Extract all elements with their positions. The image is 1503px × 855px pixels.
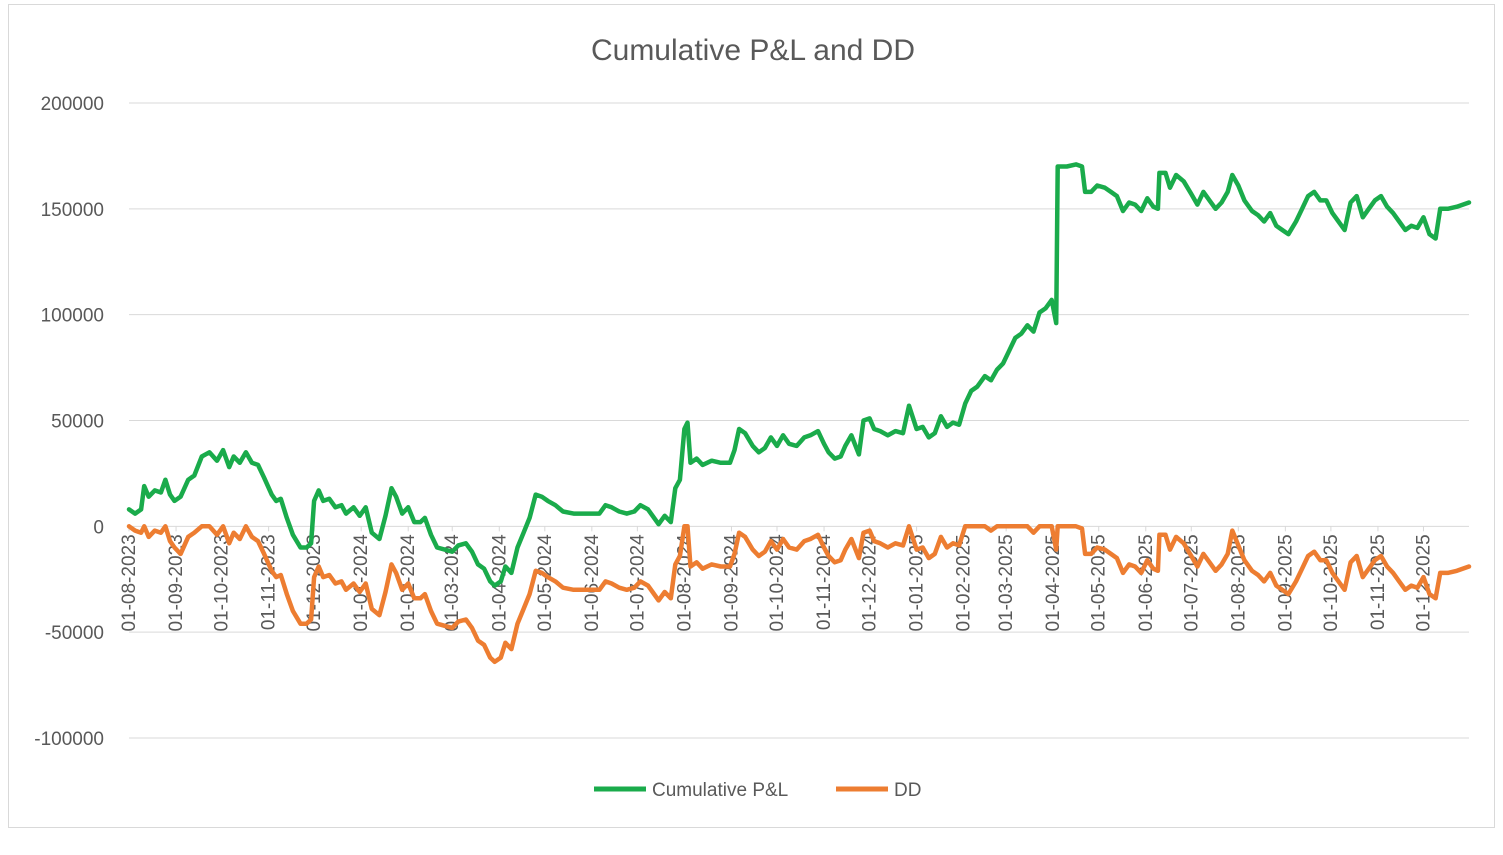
x-tick-label: 01-02-2025 xyxy=(954,534,975,631)
x-tick-label: 01-07-2025 xyxy=(1181,534,1202,631)
y-tick-label: 150000 xyxy=(41,200,104,221)
chart-canvas: Cumulative P&L and DD 200000 150000 100000… xyxy=(34,34,1472,801)
series-line-dd xyxy=(126,524,1472,665)
x-tick-label: 01-09-2024 xyxy=(721,534,742,632)
x-tick-label: 01-03-2024 xyxy=(442,534,463,632)
x-tick-label: 01-06-2025 xyxy=(1136,534,1157,631)
y-tick-label: 200000 xyxy=(41,94,104,115)
grid-lines xyxy=(129,102,1469,739)
legend-item-cumulative-pl[interactable]: Cumulative P&L xyxy=(594,780,788,801)
legend: Cumulative P&L DD xyxy=(594,780,921,801)
x-tick-label: 01-11-2025 xyxy=(1368,534,1389,630)
y-tick-label: 100000 xyxy=(41,306,104,327)
legend-label-dd: DD xyxy=(894,780,921,801)
y-tick-label: 0 xyxy=(93,517,104,538)
series-line-cumulative-pl xyxy=(126,162,1472,588)
x-tick-label: 01-05-2024 xyxy=(535,534,556,632)
chart-frame: Cumulative P&L and DD 200000 150000 100000… xyxy=(8,4,1495,828)
x-tick-label: 01-04-2025 xyxy=(1043,534,1064,631)
y-tick-label: 50000 xyxy=(51,412,104,433)
x-tick-label: 01-01-2024 xyxy=(351,534,372,632)
series-layer xyxy=(126,162,1472,665)
x-tick-label: 01-08-2023 xyxy=(119,534,140,631)
y-tick-label: -100000 xyxy=(34,729,104,750)
chart-title: Cumulative P&L and DD xyxy=(591,34,915,67)
x-tick-label: 01-03-2025 xyxy=(996,534,1017,631)
x-tick-label: 01-08-2024 xyxy=(674,534,695,632)
x-tick-label: 01-05-2025 xyxy=(1089,534,1110,631)
legend-label-cumulative-pl: Cumulative P&L xyxy=(652,780,788,801)
x-tick-label: 01-01-2025 xyxy=(907,534,928,631)
x-tick-label: 01-10-2023 xyxy=(212,534,233,631)
x-axis-ticks: 01-08-2023 01-09-2023 01-10-2023 01-11-2023… xyxy=(119,526,1434,632)
x-tick-label: 01-06-2024 xyxy=(582,534,603,632)
y-axis-ticks: 200000 150000 100000 50000 0 -50000 -100000 xyxy=(34,94,104,750)
x-tick-label: 01-10-2024 xyxy=(767,534,788,632)
legend-item-dd[interactable]: DD xyxy=(836,780,921,801)
x-tick-label: 01-12-2024 xyxy=(860,534,881,632)
y-tick-label: -50000 xyxy=(45,623,104,644)
x-tick-label: 01-09-2025 xyxy=(1275,534,1296,631)
x-tick-label: 01-09-2023 xyxy=(166,534,187,631)
